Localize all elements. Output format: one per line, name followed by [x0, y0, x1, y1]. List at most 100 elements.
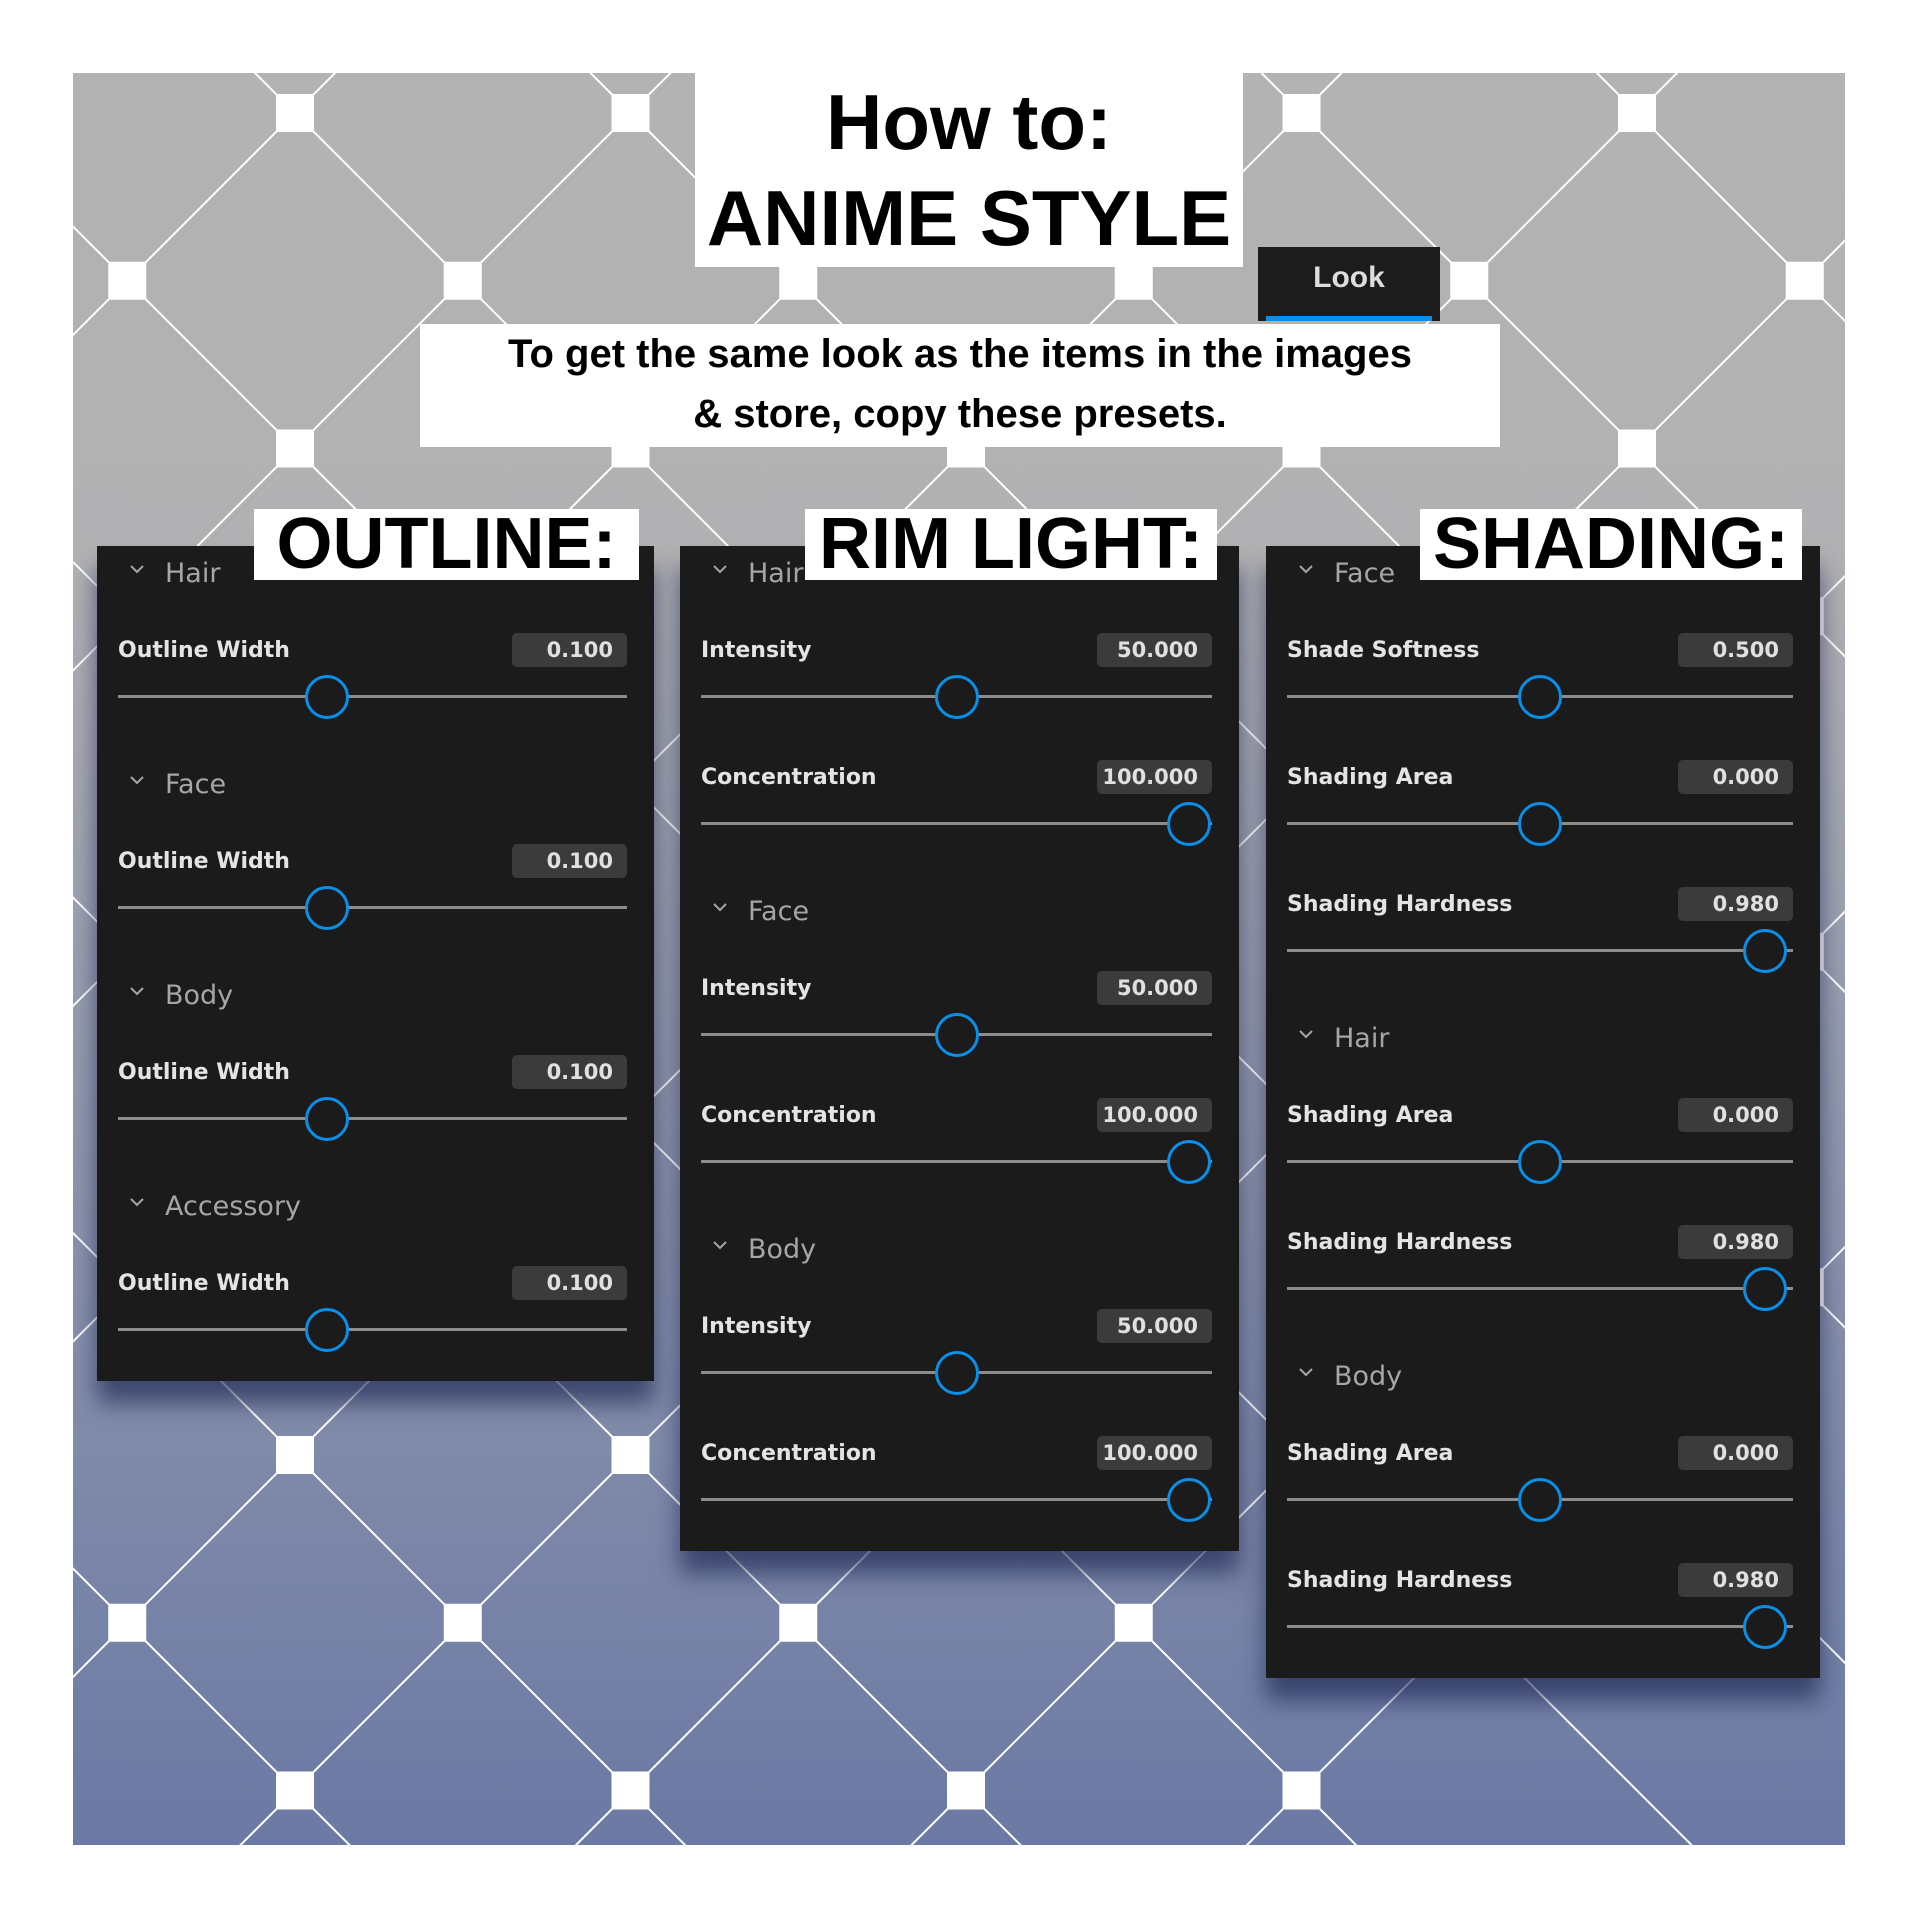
section-hair: Hair Shading Area 0.000 Shading Hardness… [1266, 1011, 1820, 1319]
setting-value-field[interactable]: 0.000 [1678, 1098, 1793, 1132]
setting-value-field[interactable]: 100.000 [1097, 1436, 1212, 1470]
setting-value-field[interactable]: 0.980 [1678, 1563, 1793, 1597]
setting-value-field[interactable]: 0.100 [512, 1055, 627, 1089]
section-header[interactable]: Face [1266, 546, 1820, 600]
slider-track[interactable] [118, 906, 627, 909]
rim-light-heading: RIM LIGHT: [805, 508, 1217, 580]
slider-thumb[interactable] [304, 1308, 349, 1352]
title-line-1: How to: [826, 78, 1112, 166]
setting-label: Shade Softness [1287, 637, 1480, 663]
lattice-node [276, 94, 314, 132]
setting-value-field[interactable]: 50.000 [1097, 633, 1212, 667]
slider[interactable] [701, 1011, 1212, 1059]
slider-setting: Shade Softness 0.500 [1266, 600, 1820, 727]
slider-setting: Shading Area 0.000 [1266, 1065, 1820, 1192]
slider-thumb[interactable] [304, 1097, 349, 1141]
slider-thumb[interactable] [304, 886, 349, 930]
setting-label: Outline Width [118, 637, 290, 663]
slider-thumb[interactable] [1743, 929, 1788, 973]
setting-value-field[interactable]: 0.100 [512, 844, 627, 878]
slider-track[interactable] [701, 1498, 1212, 1501]
section-header[interactable]: Body [97, 968, 654, 1022]
slider-setting: Shading Hardness 0.980 [1266, 854, 1820, 981]
slider[interactable] [118, 1306, 627, 1354]
section-face: Face Intensity 50.000 Concentration 100.… [680, 884, 1239, 1192]
slider[interactable] [701, 673, 1212, 721]
slider[interactable] [118, 884, 627, 932]
subtitle-box: To get the same look as the items in the… [420, 324, 1500, 447]
subtitle-line-1: To get the same look as the items in the… [508, 332, 1412, 376]
setting-value-field[interactable]: 0.100 [512, 1266, 627, 1300]
lattice-node [611, 94, 650, 132]
slider-track[interactable] [1287, 1287, 1793, 1290]
chevron-down-icon [1299, 1030, 1313, 1039]
lattice-node [947, 1771, 985, 1810]
setting-label: Outline Width [118, 848, 290, 874]
lattice-node [1114, 1603, 1153, 1642]
setting-value-field[interactable]: 0.980 [1678, 1225, 1793, 1259]
slider-thumb[interactable] [1518, 675, 1562, 719]
slider-track[interactable] [118, 1328, 627, 1331]
setting-value-field[interactable]: 0.000 [1678, 1436, 1793, 1470]
setting-label: Outline Width [118, 1270, 290, 1296]
slider[interactable] [701, 1476, 1212, 1524]
section-title: Accessory [165, 1190, 302, 1222]
slider[interactable] [1287, 1603, 1793, 1651]
slider-setting: Concentration 100.000 [680, 1403, 1239, 1530]
slider-thumb[interactable] [304, 675, 349, 719]
slider-thumb[interactable] [934, 1013, 979, 1057]
slider-thumb[interactable] [934, 1351, 979, 1395]
slider[interactable] [701, 1349, 1212, 1397]
slider[interactable] [1287, 1265, 1793, 1313]
setting-value-field[interactable]: 0.100 [512, 633, 627, 667]
slider-track[interactable] [118, 1117, 627, 1120]
slider-thumb[interactable] [1167, 802, 1211, 846]
slider-track[interactable] [701, 822, 1212, 825]
slider-thumb[interactable] [1167, 1140, 1211, 1184]
setting-value-field[interactable]: 50.000 [1097, 1309, 1212, 1343]
setting-value-field[interactable]: 50.000 [1097, 971, 1212, 1005]
setting-value-field[interactable]: 0.980 [1678, 887, 1793, 921]
setting-label: Shading Hardness [1287, 1567, 1513, 1593]
slider-thumb[interactable] [1743, 1267, 1788, 1311]
slider[interactable] [1287, 1476, 1793, 1524]
slider-thumb[interactable] [1518, 1478, 1562, 1522]
section-title: Hair [165, 557, 221, 589]
section-header[interactable]: Hair [97, 546, 654, 600]
slider-track[interactable] [1287, 1625, 1793, 1628]
lattice-node [108, 261, 147, 300]
slider[interactable] [118, 673, 627, 721]
slider-track[interactable] [1287, 949, 1793, 952]
section-header[interactable]: Hair [680, 546, 1239, 600]
slider[interactable] [1287, 800, 1793, 848]
setting-value-field[interactable]: 0.500 [1678, 633, 1793, 667]
section-header[interactable]: Body [1266, 1349, 1820, 1403]
slider-track[interactable] [118, 695, 627, 698]
slider[interactable] [701, 1138, 1212, 1186]
slider[interactable] [1287, 927, 1793, 975]
tab-look[interactable]: Look [1258, 247, 1440, 321]
slider-thumb[interactable] [1518, 802, 1562, 846]
section-header[interactable]: Hair [1266, 1011, 1820, 1065]
slider-track[interactable] [701, 1160, 1212, 1163]
slider[interactable] [118, 1095, 627, 1143]
setting-value-field[interactable]: 100.000 [1097, 1098, 1212, 1132]
slider-thumb[interactable] [934, 675, 979, 719]
slider[interactable] [1287, 673, 1793, 721]
slider-thumb[interactable] [1743, 1605, 1788, 1649]
slider[interactable] [701, 800, 1212, 848]
setting-label: Shading Area [1287, 1440, 1454, 1466]
section-title: Face [748, 895, 810, 927]
chevron-down-icon [713, 565, 727, 574]
section-header[interactable]: Accessory [97, 1179, 654, 1233]
slider[interactable] [1287, 1138, 1793, 1186]
section-header[interactable]: Body [680, 1222, 1239, 1276]
tab-active-indicator [1266, 316, 1432, 321]
setting-value-field[interactable]: 0.000 [1678, 760, 1793, 794]
setting-value-field[interactable]: 100.000 [1097, 760, 1212, 794]
slider-thumb[interactable] [1518, 1140, 1562, 1184]
section-header[interactable]: Face [680, 884, 1239, 938]
section-header[interactable]: Face [97, 757, 654, 811]
slider-thumb[interactable] [1167, 1478, 1211, 1522]
section-title: Body [748, 1233, 817, 1265]
